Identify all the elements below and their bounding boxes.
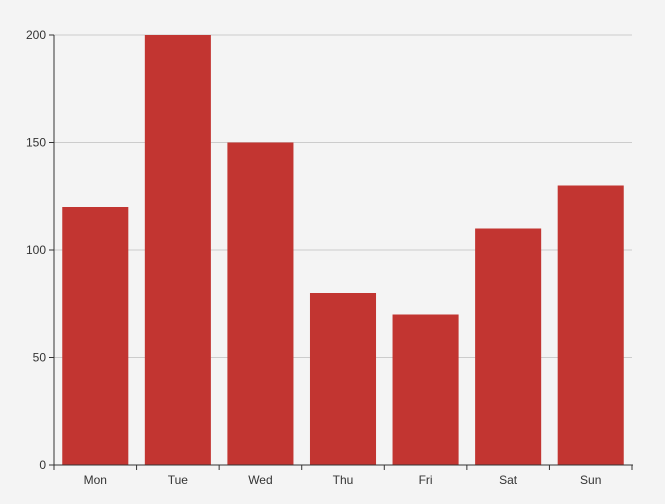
bar-sat[interactable] (475, 228, 542, 466)
bar-tue[interactable] (144, 35, 211, 465)
y-tick-label: 50 (33, 351, 47, 365)
bar-mon[interactable] (62, 207, 129, 465)
bar-wed[interactable] (227, 142, 294, 466)
x-tick-label: Sat (499, 473, 518, 487)
x-tick-label: Mon (84, 473, 107, 487)
y-tick-label: 0 (39, 458, 46, 472)
bar-thu[interactable] (309, 293, 377, 465)
bar-series (62, 35, 624, 466)
y-tick-label: 200 (26, 28, 46, 42)
y-tick-label: 150 (26, 136, 46, 150)
y-axis-labels: 0 50 100 150 200 (26, 28, 54, 472)
x-tick-label: Wed (248, 473, 272, 487)
x-tick-label: Sun (580, 473, 601, 487)
x-axis-labels: Mon Tue Wed Thu Fri Sat Sun (53, 465, 633, 487)
x-tick-label: Thu (333, 473, 354, 487)
y-tick-label: 100 (26, 243, 46, 257)
x-tick-label: Fri (419, 473, 433, 487)
bar-sun[interactable] (557, 185, 624, 466)
bar-fri[interactable] (392, 314, 459, 466)
x-tick-label: Tue (168, 473, 189, 487)
